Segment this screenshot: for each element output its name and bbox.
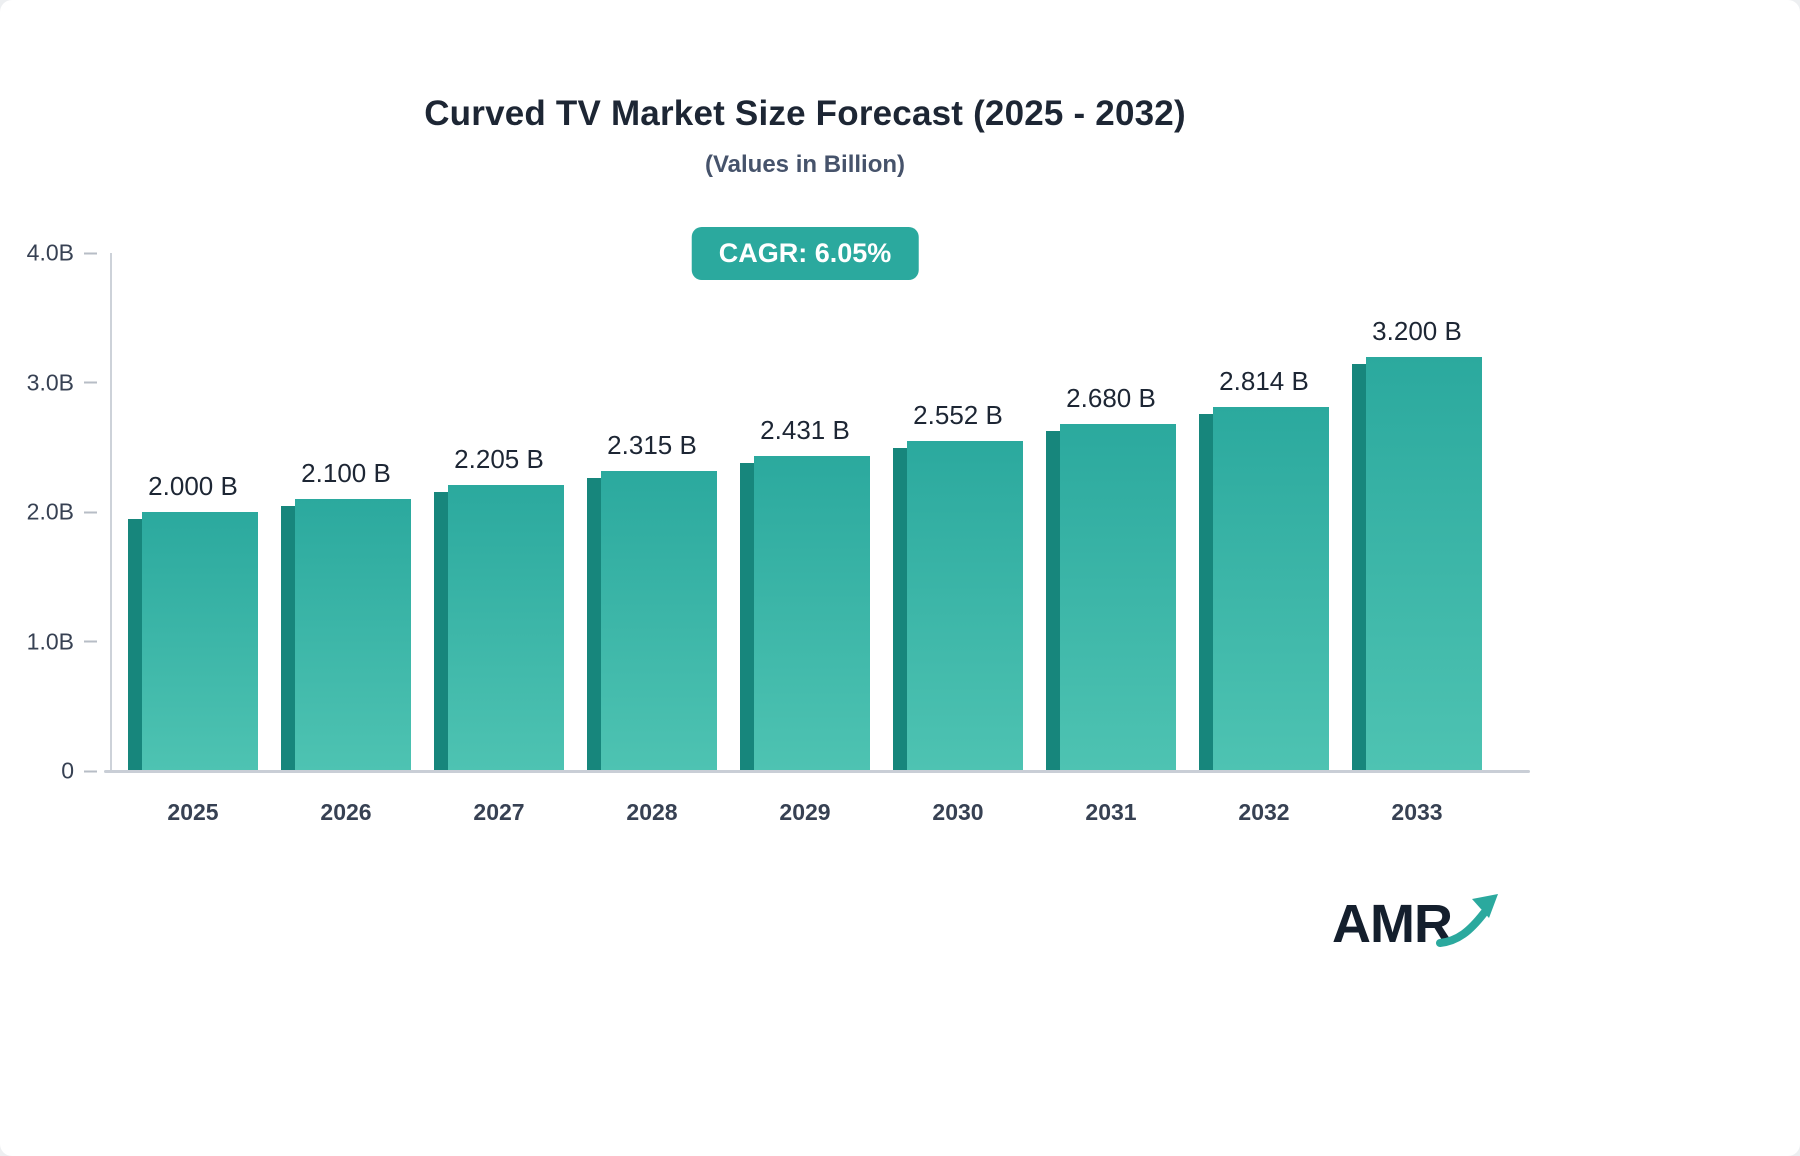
bar-value-label: 3.200 B bbox=[1372, 315, 1462, 346]
y-axis-tick-label: 2.0B bbox=[26, 498, 74, 525]
y-axis-tick-mark bbox=[84, 511, 97, 513]
bar bbox=[295, 499, 411, 771]
y-axis-tick-mark bbox=[84, 640, 97, 643]
bar-group: 2.205 B 2027 bbox=[434, 444, 564, 825]
x-axis-label: 2030 bbox=[932, 799, 984, 825]
bar bbox=[907, 440, 1023, 771]
brand-logo: AMR bbox=[1332, 893, 1500, 955]
y-axis-line bbox=[110, 253, 112, 771]
x-axis-label: 2033 bbox=[1391, 799, 1443, 825]
bar bbox=[1213, 406, 1329, 771]
bar-group: 2.552 B 2030 bbox=[893, 400, 1023, 825]
bar-side-face bbox=[128, 519, 142, 771]
y-axis-tick-mark bbox=[84, 770, 97, 772]
bar bbox=[1060, 423, 1176, 771]
bar-value-label: 2.315 B bbox=[607, 430, 697, 461]
bar-side-face bbox=[1199, 413, 1213, 771]
bar-side-face bbox=[740, 463, 754, 771]
bar-group: 2.814 B 2032 bbox=[1199, 366, 1329, 825]
y-axis-tick-mark bbox=[84, 252, 97, 254]
bar bbox=[142, 512, 258, 771]
bar-value-label: 2.205 B bbox=[454, 444, 544, 475]
bar-group: 2.431 B 2029 bbox=[740, 415, 870, 825]
y-axis-tick: 2.0B bbox=[27, 499, 104, 526]
plot-area: 2.000 B 2025 2.100 B 2026 2.205 B 2027 2.315 B… bbox=[104, 253, 1530, 825]
cagr-badge: CAGR: 6.05% bbox=[691, 227, 919, 280]
y-axis-tick-label: 1.0B bbox=[26, 628, 74, 654]
bar-value-label: 2.100 B bbox=[301, 458, 391, 489]
bar-side-face bbox=[1352, 363, 1366, 771]
y-axis-tick: 4.0B bbox=[27, 240, 104, 267]
bar-group: 2.100 B 2026 bbox=[281, 458, 411, 825]
bar-group: 2.000 B 2025 bbox=[128, 471, 258, 825]
bar-value-label: 2.552 B bbox=[913, 399, 1003, 430]
bar-value-label: 2.000 B bbox=[148, 471, 238, 501]
bar bbox=[448, 485, 564, 771]
y-axis-tick-label: 0 bbox=[61, 757, 74, 784]
bar-group: 2.680 B 2031 bbox=[1046, 383, 1176, 825]
x-axis-label: 2032 bbox=[1238, 799, 1290, 825]
bar-group: 3.200 B 2033 bbox=[1352, 316, 1482, 825]
x-axis-label: 2029 bbox=[779, 799, 831, 825]
bar-value-label: 2.814 B bbox=[1219, 365, 1309, 396]
bar-side-face bbox=[281, 506, 295, 771]
chart-title: Curved TV Market Size Forecast (2025 - 2… bbox=[424, 94, 1186, 133]
bar bbox=[1366, 356, 1482, 771]
y-axis: 0 1.0B 2.0B 3.0B 4.0B bbox=[0, 240, 104, 784]
chart-subtitle: (Values in Billion) bbox=[704, 151, 906, 178]
bar-side-face bbox=[587, 478, 601, 771]
x-axis-label: 2025 bbox=[167, 799, 219, 825]
y-axis-tick: 1.0B bbox=[27, 628, 104, 655]
bar-value-label: 2.431 B bbox=[760, 415, 850, 446]
bar-group: 2.315 B 2028 bbox=[587, 430, 717, 825]
chart-header: Curved TV Market Size Forecast (2025 - 2… bbox=[0, 0, 1610, 179]
y-axis-tick-label: 3.0B bbox=[26, 369, 74, 395]
x-axis-line bbox=[104, 770, 1530, 773]
x-axis-label: 2027 bbox=[473, 799, 525, 825]
bar-side-face bbox=[1046, 430, 1060, 771]
bar-side-face bbox=[434, 492, 448, 771]
bar-side-face bbox=[893, 447, 907, 771]
brand-logo-text: AMR bbox=[1332, 894, 1453, 954]
x-axis-label: 2026 bbox=[320, 799, 372, 825]
trend-up-arrow-icon bbox=[1435, 894, 1498, 947]
x-axis-label: 2031 bbox=[1085, 799, 1137, 825]
y-axis-tick-label: 4.0B bbox=[26, 239, 74, 266]
bar-value-label: 2.680 B bbox=[1066, 382, 1156, 413]
bars-area: 2.000 B 2025 2.100 B 2026 2.205 B 2027 2.315 B… bbox=[110, 253, 1530, 825]
bar bbox=[601, 471, 717, 771]
y-axis-tick: 3.0B bbox=[27, 369, 104, 396]
x-axis-label: 2028 bbox=[626, 799, 678, 825]
y-axis-tick-mark bbox=[84, 381, 97, 384]
y-axis-tick: 0 bbox=[61, 758, 104, 785]
bar bbox=[754, 456, 870, 771]
